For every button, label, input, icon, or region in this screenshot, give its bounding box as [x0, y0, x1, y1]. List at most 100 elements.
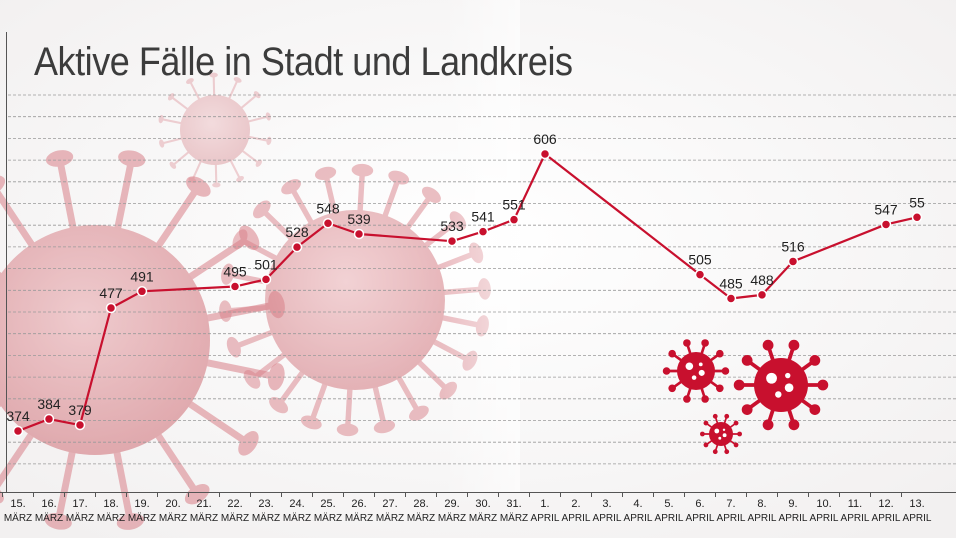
x-tick-label-month: MÄRZ: [407, 512, 435, 524]
virus-spike-tip: [44, 512, 72, 530]
virus-icon-tip: [741, 404, 753, 415]
virus-icon-tip: [668, 384, 676, 393]
chart-title: Aktive Fälle in Stadt und Landkreis: [34, 40, 573, 84]
x-tick-label-day: 30.: [475, 498, 490, 510]
virus-icon-tip: [662, 367, 671, 375]
x-tick-label-month: MÄRZ: [314, 512, 342, 524]
x-tick-label-month: APRIL: [779, 513, 808, 524]
virus-icon-spot: [722, 433, 727, 438]
x-tick-label-day: 26.: [351, 498, 366, 510]
virus-icon-tip: [762, 339, 774, 351]
x-tick-label-day: 12.: [878, 498, 893, 510]
data-label: 547: [874, 201, 898, 217]
virus-icon-tip: [683, 339, 691, 347]
virus-icon-spot: [775, 391, 782, 398]
virus-icon-body: [754, 358, 808, 412]
data-point: [43, 413, 55, 425]
x-tick-label-day: 28.: [413, 498, 428, 510]
virus-icon-tip: [733, 442, 739, 448]
data-label: 491: [130, 268, 154, 284]
data-point: [260, 274, 272, 285]
x-tick-label-month: MÄRZ: [35, 512, 63, 524]
virus-icon-tip: [741, 355, 753, 366]
x-tick-label-day: 20.: [165, 498, 180, 510]
x-tick-label-day: 9.: [788, 498, 797, 510]
data-label: 477: [99, 285, 123, 301]
data-point: [508, 214, 520, 225]
data-point: [725, 293, 737, 304]
data-label: 539: [347, 211, 371, 227]
virus-icon-spot: [784, 383, 794, 393]
virus-icon-small: [700, 413, 742, 455]
data-point: [291, 241, 303, 253]
x-tick-label-month: APRIL: [841, 513, 870, 524]
data-point: [74, 419, 86, 431]
x-tick-label-month: MÄRZ: [97, 512, 125, 524]
data-point: [322, 218, 334, 229]
virus-illustration: [0, 0, 520, 530]
x-tick-label-day: 23.: [258, 498, 273, 510]
data-point: [694, 269, 706, 280]
x-tick-label-month: APRIL: [872, 513, 901, 524]
data-label: 505: [688, 252, 712, 268]
virus-icon-tip: [703, 442, 709, 448]
x-tick-label-day: 27.: [382, 498, 397, 510]
x-tick-label-month: MÄRZ: [4, 512, 32, 524]
x-tick-label-day: 22.: [227, 498, 242, 510]
data-label: 485: [719, 275, 743, 291]
data-label: 495: [223, 264, 247, 280]
data-point: [446, 235, 458, 247]
virus-icon-spot: [766, 372, 777, 384]
data-point: [105, 302, 117, 314]
series-active-cases: [12, 148, 923, 437]
x-tick-label-day: 25.: [320, 498, 335, 510]
virus-icon-tip: [809, 404, 821, 415]
data-label: 541: [471, 209, 495, 225]
x-tick-label-day: 24.: [289, 498, 304, 510]
data-label: 533: [440, 218, 464, 234]
data-label: 551: [502, 197, 526, 213]
data-point: [787, 256, 799, 267]
x-tick-label-day: 15.: [10, 498, 25, 510]
virus-icon-tip: [733, 379, 745, 391]
virus-icon-tip: [737, 431, 742, 437]
virus-spike-tip: [116, 513, 145, 530]
data-label: 379: [68, 402, 92, 418]
virus-icon-spot: [691, 375, 697, 380]
virus-icon-medium: [662, 339, 730, 403]
x-tick-label-day: 29.: [444, 498, 459, 510]
virus-icon-spot: [718, 436, 722, 440]
x-tick-label-day: 21.: [196, 498, 211, 510]
x-tick-label-day: 3.: [602, 498, 611, 510]
data-point: [539, 148, 551, 160]
x-tick-label-day: 17.: [72, 498, 87, 510]
x-tick-label-month: APRIL: [903, 513, 932, 524]
data-label: 501: [254, 256, 278, 272]
x-tick-label-month: MÄRZ: [376, 512, 404, 524]
x-tick-label-month: APRIL: [810, 513, 839, 524]
data-point: [353, 228, 365, 240]
virus-icon-tip: [716, 349, 724, 358]
virus-icon-body: [677, 352, 715, 390]
data-label: 548: [316, 200, 340, 216]
x-tick-label-month: MÄRZ: [469, 512, 497, 524]
data-label: 528: [285, 224, 309, 240]
data-label: 55: [909, 194, 925, 210]
data-label: 606: [533, 131, 557, 147]
virus-icon-spot: [698, 369, 705, 376]
virus-icon-spot: [698, 362, 703, 367]
data-point: [136, 286, 148, 297]
x-tick-label-month: APRIL: [748, 513, 777, 524]
virus-icon-tip: [721, 367, 730, 375]
x-tick-label-month: MÄRZ: [66, 512, 94, 524]
x-tick-label-month: APRIL: [562, 513, 591, 524]
x-tick-label-day: 18.: [103, 498, 118, 510]
virus-icon-tip: [683, 395, 691, 403]
x-tick-label-month: MÄRZ: [221, 512, 249, 524]
virus-icon-tip: [668, 349, 676, 358]
virus-icon-spot: [722, 428, 726, 431]
x-tick-label-day: 10.: [816, 498, 831, 510]
x-tick-label-month: MÄRZ: [159, 512, 187, 524]
